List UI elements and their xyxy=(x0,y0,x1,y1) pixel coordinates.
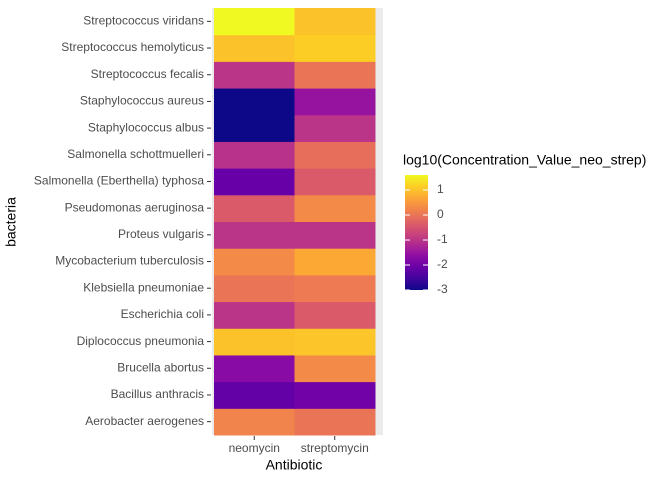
heat-cell xyxy=(214,381,295,409)
heat-cell xyxy=(294,141,376,169)
legend-title: log10(Concentration_Value_neo_strep) xyxy=(403,152,646,168)
legend-tick-label: 0 xyxy=(437,207,444,221)
heat-cell xyxy=(214,8,295,36)
x-axis-title: Antibiotic xyxy=(266,457,323,473)
heat-cell xyxy=(214,221,295,249)
heat-cell xyxy=(214,168,295,196)
x-tick-label: streptomycin xyxy=(301,441,369,455)
y-tick-label: Escherichia coli xyxy=(121,307,204,321)
y-axis-title: bacteria xyxy=(3,197,19,247)
y-tick-label: Diplococcus pneumonia xyxy=(77,334,205,348)
heat-cell xyxy=(294,61,376,89)
heat-cell xyxy=(294,354,376,383)
heat-cell xyxy=(214,34,295,62)
heat-cell xyxy=(214,88,295,116)
heat-cell xyxy=(214,301,295,329)
heat-cell xyxy=(294,34,376,62)
y-tick-label: Brucella abortus xyxy=(117,360,204,374)
colorbar xyxy=(405,175,428,290)
heat-cell xyxy=(294,408,376,436)
heat-cell xyxy=(294,328,376,356)
legend-tick-label: -1 xyxy=(437,232,448,246)
heat-cell xyxy=(294,194,376,222)
y-tick-label: Streptococcus viridans xyxy=(83,14,204,28)
heat-cell xyxy=(294,8,376,36)
y-tick-label: Mycobacterium tuberculosis xyxy=(55,254,204,268)
y-tick-label: Aerobacter aerogenes xyxy=(85,414,204,428)
legend-tick-label: -3 xyxy=(437,282,448,296)
heat-cell xyxy=(214,194,295,222)
y-tick-label: Staphylococcus albus xyxy=(88,120,204,134)
heat-cell xyxy=(294,168,376,196)
heat-cell xyxy=(294,88,376,116)
heat-cell xyxy=(214,248,295,276)
legend-tick-label: 1 xyxy=(437,182,444,196)
heat-cell xyxy=(294,381,376,409)
heat-cell xyxy=(294,114,376,142)
heat-cell xyxy=(294,274,376,303)
y-tick-label: Pseudomonas aeruginosa xyxy=(65,200,205,214)
heat-cell xyxy=(214,354,295,383)
heat-cell xyxy=(214,141,295,169)
y-tick-label: Streptococcus fecalis xyxy=(91,67,204,81)
heat-cell xyxy=(214,408,295,436)
y-tick-label: Klebsiella pneumoniae xyxy=(83,280,204,294)
heat-cell xyxy=(214,328,295,356)
y-tick-label: Staphylococcus aureus xyxy=(80,94,204,108)
legend-tick-label: -2 xyxy=(437,257,448,271)
x-tick-label: neomycin xyxy=(229,441,280,455)
heat-cell xyxy=(214,274,295,303)
y-tick-label: Streptococcus hemolyticus xyxy=(61,40,204,54)
y-tick-label: Proteus vulgaris xyxy=(118,227,204,241)
heat-cell xyxy=(294,301,376,329)
y-tick-label: Salmonella schottmuelleri xyxy=(67,147,204,161)
heat-cell xyxy=(294,248,376,276)
y-tick-label: Bacillus anthracis xyxy=(111,387,204,401)
heat-cell xyxy=(214,114,295,142)
heat-cell xyxy=(294,221,376,249)
y-tick-label: Salmonella (Eberthella) typhosa xyxy=(34,174,204,188)
heat-cell xyxy=(214,61,295,89)
